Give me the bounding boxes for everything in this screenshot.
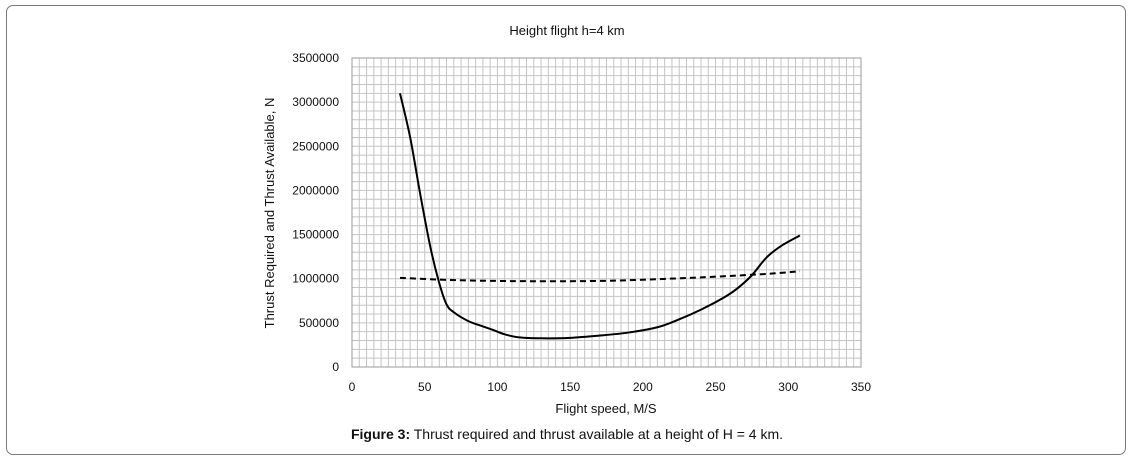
x-tick-label: 300	[778, 380, 798, 394]
figure-caption: Figure 3: Thrust required and thrust ava…	[0, 426, 1134, 442]
x-tick-label: 50	[418, 380, 432, 394]
x-tick-label: 250	[706, 380, 726, 394]
x-tick-label: 100	[487, 380, 507, 394]
x-axis-label: Flight speed, M/S	[555, 401, 656, 416]
caption-text: Thrust required and thrust available at …	[410, 426, 784, 442]
y-tick-label: 0	[332, 360, 339, 374]
caption-label: Figure 3:	[350, 426, 411, 442]
chart-ticks: 0 50 100 150 200 250 300 350 0 500000 1000000 15000…	[292, 51, 871, 394]
plot-area-border	[351, 57, 862, 368]
x-tick-label: 0	[349, 380, 356, 394]
chart-title: Height flight h=4 km	[509, 23, 624, 38]
series-line-solid	[399, 93, 801, 340]
y-tick-label: 2000000	[292, 183, 339, 197]
y-tick-label: 500000	[299, 316, 339, 330]
series-line-dashed	[399, 270, 801, 283]
y-tick-label: 2500000	[292, 139, 339, 153]
x-tick-label: 150	[560, 380, 580, 394]
y-tick-label: 1500000	[292, 228, 339, 242]
y-tick-label: 1000000	[292, 272, 339, 286]
x-tick-label: 200	[633, 380, 653, 394]
y-axis-label: Thrust Required and Thrust Available, N	[262, 98, 277, 329]
y-tick-label: 3500000	[292, 51, 339, 65]
x-tick-label: 350	[851, 380, 871, 394]
y-tick-label: 3000000	[292, 95, 339, 109]
chart-grid	[351, 57, 862, 368]
chart-series	[399, 93, 801, 340]
figure-frame	[6, 5, 1126, 455]
